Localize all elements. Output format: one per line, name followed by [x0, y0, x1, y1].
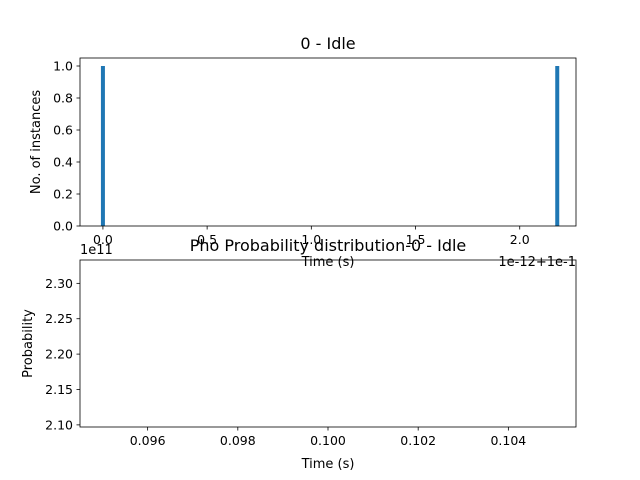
x-tick-label: 0.0 — [93, 232, 113, 247]
bars-group — [100, 66, 560, 226]
probability-chart: 0.096 0.098 0.100 0.102 0.104 2.102.152.202.… — [21, 236, 577, 472]
y-tick-label: 0.0 — [53, 219, 73, 234]
x-tick-label: 0.5 — [197, 232, 217, 247]
x-tick-label: 0.098 — [220, 433, 256, 448]
x-tick-label: 1.0 — [301, 232, 321, 247]
y-tick-label: 2.25 — [45, 311, 73, 326]
x-axis-label: Time (s) — [301, 457, 355, 472]
y-tick-label: 2.30 — [45, 276, 73, 291]
y-tick-label: 0.6 — [53, 123, 73, 138]
x-tick-label: 1.5 — [406, 232, 426, 247]
plot-frame — [79, 57, 577, 227]
x-tick-label: 0.100 — [310, 433, 346, 448]
chart-title: 0 - Idle — [300, 34, 355, 53]
x-tick-label: 0.096 — [130, 433, 166, 448]
y-offset-text: 1e11 — [80, 243, 113, 258]
x-tick-label: 0.104 — [490, 433, 526, 448]
y-tick-label: 2.10 — [45, 417, 73, 432]
x-axis-label: Time (s) — [301, 255, 355, 270]
x-ticks: 0.0 0.5 1.0 1.5 2.0 — [93, 226, 530, 247]
y-tick-label: 0.2 — [53, 187, 73, 202]
plot-frame — [79, 259, 577, 428]
chart-title: Pho Probability distribution-0 - Idle — [190, 236, 467, 255]
y-tick-label: 1.0 — [53, 59, 73, 74]
bar — [100, 66, 105, 226]
y-tick-label: 0.8 — [53, 91, 73, 106]
y-axis-label: Probability — [21, 309, 36, 378]
bar — [555, 66, 560, 226]
y-ticks: 0.0 0.2 0.4 0.6 0.8 1.0 — [53, 59, 80, 234]
x-ticks: 0.096 0.098 0.100 0.102 0.104 — [130, 427, 526, 448]
y-tick-label: 2.20 — [45, 347, 73, 362]
x-tick-label: 0.102 — [400, 433, 436, 448]
histogram-chart: 0 - Idle 0.0 0.5 1.0 1.5 2.0 0.0 0.2 0.4 0.6 0.8… — [29, 34, 577, 270]
x-tick-label: 2.0 — [510, 232, 530, 247]
x-offset-text: 1e-12+1e-1 — [498, 255, 576, 270]
y-ticks: 2.10 2.15 2.20 2.25 2.30 — [45, 276, 80, 432]
y-tick-label: 0.4 — [53, 155, 73, 170]
y-tick-label: 2.15 — [45, 382, 73, 397]
y-axis-label: No. of instances — [29, 90, 44, 194]
